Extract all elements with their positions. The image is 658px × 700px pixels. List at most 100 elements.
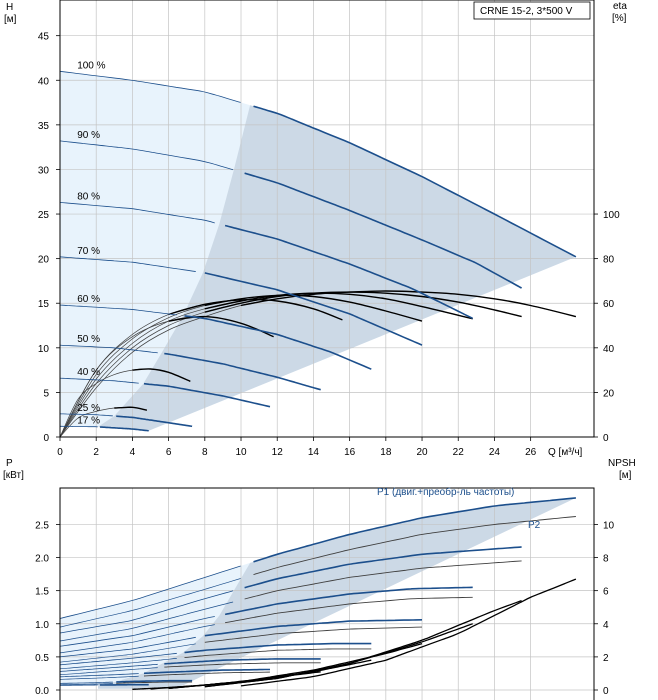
- efficiency-curve-bold-7: [114, 406, 148, 411]
- top-y-left-tick: 5: [43, 388, 49, 399]
- bottom-grid: [59, 488, 594, 700]
- top-operating-regions: [60, 71, 576, 431]
- bottom-y-right-tick: 2: [603, 653, 609, 664]
- x-tick: 2: [93, 447, 99, 458]
- p2-curve-thin-4: [59, 658, 177, 670]
- x-tick: 6: [166, 447, 172, 458]
- p2-series-label: P2: [528, 520, 541, 531]
- head-curve-thin-7: [59, 413, 113, 417]
- bottom-y-right-tick: 4: [603, 620, 609, 631]
- p2-curve-0: [253, 516, 576, 576]
- top-curves: [59, 70, 577, 438]
- top-plot-frame: [59, 0, 595, 438]
- top-y-right-tick: 60: [603, 299, 615, 310]
- head-curve-3: [204, 272, 423, 346]
- x-ticks: 0 2 4 6 8 10 12 14 16 18 20 22 24 26: [57, 437, 537, 458]
- top-y-right-tick: 20: [603, 388, 615, 399]
- p2-curve-3: [204, 626, 423, 643]
- x-tick: 20: [416, 447, 428, 458]
- bottom-y-right-label-line1: NPSH: [608, 458, 636, 469]
- p1-curve-1: [244, 546, 522, 589]
- head-curve-thin-0: [59, 70, 241, 103]
- top-y-left-tick: 45: [38, 32, 50, 43]
- p1-curve-thin-2: [59, 616, 215, 647]
- x-tick: 18: [380, 447, 392, 458]
- top-y-left-tick: 15: [38, 299, 50, 310]
- top-y-left-label-line1: H: [6, 2, 13, 13]
- head-curve-label-4: 60 %: [77, 294, 100, 305]
- head-curve-label-2: 80 %: [77, 191, 100, 202]
- top-y-left-tick: 0: [43, 433, 49, 444]
- p2-curve-6: [143, 671, 271, 677]
- bottom-y-right-tick: 10: [603, 520, 615, 531]
- efficiency-curve-bold-6: [132, 368, 191, 382]
- head-curve-label-0: 100 %: [77, 60, 105, 71]
- p1-curve-thin-4: [59, 652, 177, 666]
- head-curve-labels: 100 % 90 % 80 % 70 % 60 % 50 % 40 % 25 %17 %: [77, 60, 105, 426]
- bottom-y-left-label-line2: [кВт]: [3, 470, 24, 481]
- p1-curve-5: [164, 658, 321, 665]
- head-curve-1: [244, 172, 523, 289]
- top-y-left-tick: 35: [38, 121, 50, 132]
- head-curve-label-5: 50 %: [77, 334, 100, 345]
- head-curve-label-6: 40 %: [77, 367, 100, 378]
- head-curve-7: [116, 415, 193, 428]
- p2-curve-thin-3: [59, 643, 196, 663]
- p1-curve-6: [143, 668, 270, 675]
- x-axis-label: Q [м³/ч]: [548, 447, 583, 458]
- bottom-y-left-tick: 1.0: [35, 620, 49, 631]
- x-tick: 4: [130, 447, 136, 458]
- bottom-y-left-tick: 1.5: [35, 587, 49, 598]
- x-tick: 22: [453, 447, 465, 458]
- p1-curve-2: [224, 586, 473, 616]
- p1-curve-7: [116, 679, 193, 683]
- top-y-right-label-line2: [%]: [612, 13, 627, 24]
- bottom-plot-frame: [59, 487, 595, 700]
- top-y-right-tick: 0: [603, 433, 609, 444]
- bottom-y-left-tick: 0.0: [35, 686, 49, 697]
- bottom-y-left-tick: 2.0: [35, 554, 49, 565]
- p2-curve-thin-6: [59, 675, 139, 680]
- p1-curve-4: [184, 642, 372, 654]
- head-curve-thin-3: [59, 256, 196, 272]
- head-curve-2: [224, 224, 474, 320]
- head-curve-thin-6: [59, 377, 139, 384]
- bottom-y-left-tick: 2.5: [35, 520, 49, 531]
- top-y-left-label-line2: [м]: [4, 14, 17, 25]
- p2-curve-thin-0: [59, 578, 241, 628]
- top-y-right-tick: 100: [603, 210, 620, 221]
- top-y-left-tick: 20: [38, 255, 50, 266]
- x-tick: 10: [235, 447, 247, 458]
- head-curve-8: [99, 426, 149, 432]
- npsh-curve-2: [204, 623, 473, 688]
- p1-curve-0: [253, 497, 576, 563]
- p1-curve-thin-6: [59, 673, 139, 678]
- top-region-dark: [98, 105, 576, 431]
- p2-curve-thin-2: [59, 624, 215, 654]
- top-y-left-tick: 25: [38, 210, 50, 221]
- p2-curve-2: [225, 596, 473, 624]
- npsh-curve-7: [132, 685, 193, 690]
- bottom-y-right-label-line2: [м]: [619, 470, 632, 481]
- p1-series-label: P1 (двиг.+преобр-ль частоты): [377, 486, 514, 498]
- bottom-y-right-tick: 8: [603, 554, 609, 565]
- bottom-y-left-tick: 0.5: [35, 653, 49, 664]
- p1-curve-thin-1: [59, 590, 234, 634]
- x-tick: 8: [202, 447, 208, 458]
- x-tick: 0: [57, 447, 63, 458]
- head-curve-thin-4: [59, 304, 177, 316]
- head-curve-thin-8: [60, 425, 98, 428]
- top-y-right-ticks: 0 20 40 60 80 100: [594, 210, 620, 444]
- p2-curve-thin-1: [59, 601, 234, 642]
- bottom-y-right-tick: 0: [603, 686, 609, 697]
- head-curve-label-7: 25 %: [77, 403, 100, 414]
- bottom-y-right-ticks: 0 2 4 6 8 10: [594, 520, 615, 697]
- p1-curve-thin-0: [59, 565, 241, 619]
- head-curve-0: [253, 105, 577, 258]
- top-y-left-tick: 40: [38, 76, 50, 87]
- head-curve-label-3: 70 %: [77, 246, 100, 257]
- p2-curve-1: [244, 560, 522, 600]
- top-y-left-tick: 30: [38, 165, 50, 176]
